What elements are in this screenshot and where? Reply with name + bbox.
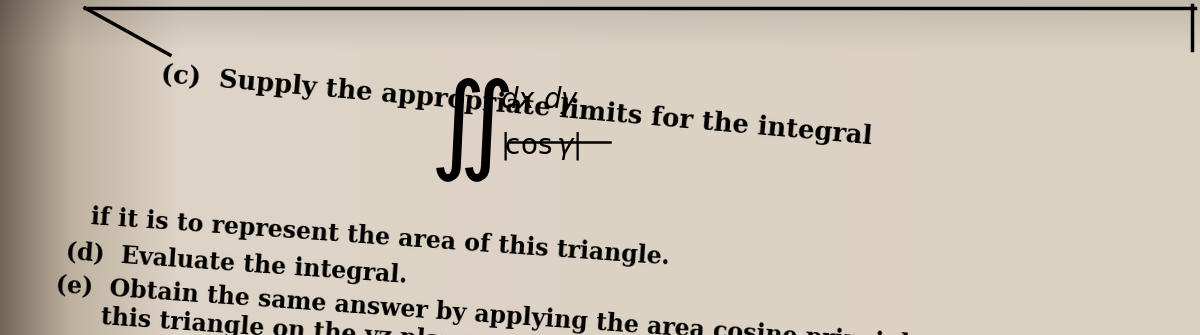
- Text: $\iint$: $\iint$: [430, 76, 510, 184]
- Text: this triangle on the yz plane.: this triangle on the yz plane.: [100, 305, 481, 335]
- Text: (c)  Supply the appropriate limits for the integral: (c) Supply the appropriate limits for th…: [160, 62, 874, 149]
- Text: (d)  Evaluate the integral.: (d) Evaluate the integral.: [65, 240, 408, 288]
- Text: $|\!\cos\gamma|$: $|\!\cos\gamma|$: [500, 130, 580, 162]
- Text: if it is to represent the area of this triangle.: if it is to represent the area of this t…: [90, 205, 671, 269]
- Text: (e)  Obtain the same answer by applying the area cosine principle to the project: (e) Obtain the same answer by applying t…: [55, 273, 1188, 335]
- Text: $dx\ dy$: $dx\ dy$: [500, 84, 580, 116]
